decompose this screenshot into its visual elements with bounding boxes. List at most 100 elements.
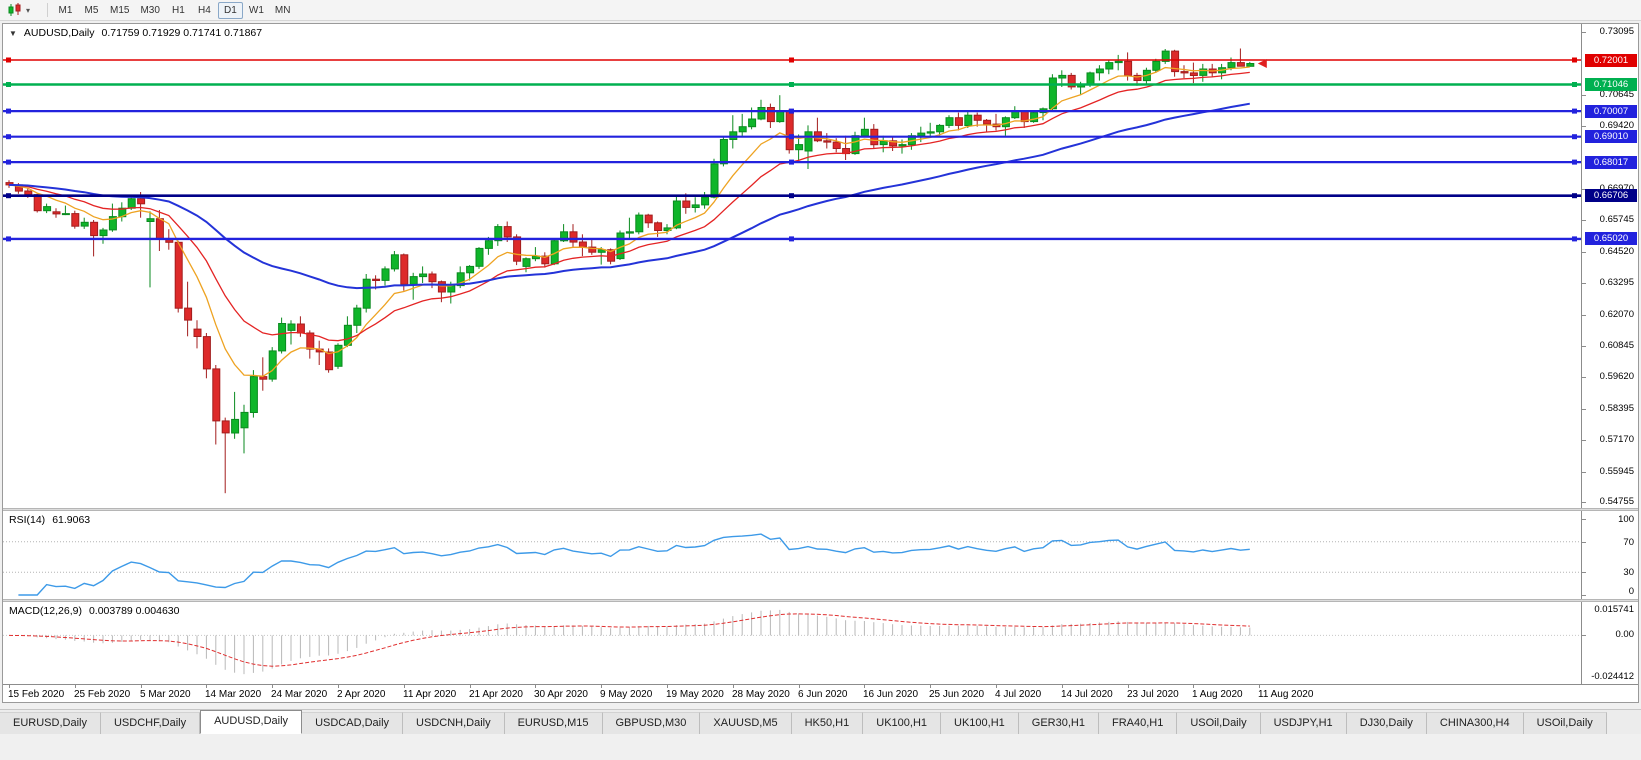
chart-tab-usoil-daily[interactable]: USOil,Daily: [1177, 712, 1261, 734]
line-handle[interactable]: [789, 159, 794, 165]
time-tick-label: 25 Jun 2020: [929, 689, 985, 700]
rsi-axis[interactable]: 100 70 30 0: [1581, 511, 1638, 599]
time-tick-mark: [667, 685, 668, 688]
price-level-badge-0.72001[interactable]: 0.72001: [1585, 54, 1637, 67]
rsi-tick-label: 100: [1618, 514, 1634, 525]
line-handle[interactable]: [6, 134, 11, 140]
chart-tab-usoil-daily[interactable]: USOil,Daily: [1523, 712, 1607, 734]
time-tick-label: 23 Jul 2020: [1127, 689, 1179, 700]
rsi-tick-label: 70: [1623, 537, 1634, 548]
chart-tab-uk100-h1[interactable]: UK100,H1: [863, 712, 942, 734]
time-tick-label: 11 Apr 2020: [403, 689, 457, 700]
line-handle[interactable]: [1572, 134, 1577, 140]
price-chart-pane[interactable]: ▼ AUDUSD,Daily 0.71759 0.71929 0.71741 0…: [3, 24, 1638, 508]
chart-tab-usdcad-daily[interactable]: USDCAD,Daily: [302, 712, 404, 734]
timeframe-button-m30[interactable]: M30: [140, 4, 160, 16]
macd-canvas[interactable]: [3, 602, 1581, 684]
time-tick-label: 15 Feb 2020: [8, 689, 65, 700]
line-handle[interactable]: [1572, 159, 1577, 165]
time-tick-mark: [75, 685, 76, 688]
time-tick-mark: [1062, 685, 1063, 688]
chart-tab-gbpusd-m30[interactable]: GBPUSD,M30: [602, 712, 701, 734]
line-handle[interactable]: [789, 108, 794, 114]
macd-indicator-pane[interactable]: MACD(12,26,9) 0.003789 0.004630 0.015741…: [3, 602, 1638, 684]
price-level-badge-0.70007[interactable]: 0.70007: [1585, 105, 1637, 118]
line-handle[interactable]: [1572, 108, 1577, 114]
timeframe-button-w1[interactable]: W1: [248, 4, 264, 16]
macd-tick-label: -0.024412: [1591, 671, 1634, 682]
price-chart-canvas[interactable]: [3, 24, 1581, 508]
timeframe-button-d1[interactable]: D1: [217, 1, 243, 19]
time-tick-label: 16 Jun 2020: [863, 689, 919, 700]
line-handle[interactable]: [1572, 82, 1577, 87]
line-handle[interactable]: [789, 57, 794, 63]
chart-tab-uk100-h1[interactable]: UK100,H1: [941, 712, 1019, 734]
chart-tab-eurusd-daily[interactable]: EURUSD,Daily: [0, 712, 101, 734]
chart-tab-dj30-daily[interactable]: DJ30,Daily: [1346, 712, 1427, 734]
time-tick-label: 24 Mar 2020: [271, 689, 328, 700]
macd-axis[interactable]: 0.015741 0.00 -0.024412: [1581, 602, 1638, 684]
timeframe-button-mn[interactable]: MN: [274, 4, 291, 16]
time-tick-mark: [272, 685, 273, 688]
timeframe-button-m15[interactable]: M15: [110, 4, 130, 16]
price-tick-mark: [1582, 32, 1586, 33]
macd-tick-label: 0.015741: [1594, 604, 1634, 615]
time-tick-mark: [733, 685, 734, 688]
chart-symbol-title: AUDUSD,Daily: [23, 27, 95, 39]
price-level-badge-0.65020[interactable]: 0.65020: [1585, 232, 1637, 245]
chart-tab-ger30-h1[interactable]: GER30,H1: [1018, 712, 1099, 734]
chart-tab-usdchf-daily[interactable]: USDCHF,Daily: [100, 712, 201, 734]
line-handle[interactable]: [6, 82, 11, 87]
chart-tab-usdcnh-daily[interactable]: USDCNH,Daily: [403, 712, 505, 734]
timeframe-button-group: M1 M5 M15 M30 H1 H4 D1 W1 MN: [53, 1, 295, 19]
timeframe-button-m1[interactable]: M1: [58, 4, 73, 16]
price-tick-label: 0.60845: [1599, 340, 1634, 351]
price-level-badge-0.69010[interactable]: 0.69010: [1585, 130, 1637, 143]
rsi-canvas[interactable]: [3, 511, 1581, 599]
chart-tab-eurusd-m15[interactable]: EURUSD,M15: [504, 712, 603, 734]
line-handle[interactable]: [6, 236, 11, 242]
chart-ohlc-header: ▼ AUDUSD,Daily 0.71759 0.71929 0.71741 0…: [9, 27, 262, 39]
line-handle[interactable]: [6, 193, 11, 199]
time-tick-mark: [338, 685, 339, 688]
pane-splitter-rsi[interactable]: [3, 508, 1638, 511]
chart-tab-audusd-daily[interactable]: AUDUSD,Daily: [200, 710, 303, 734]
price-axis[interactable]: 0.73095 0.70645 0.69420 0.66970 0.65745 0.645…: [1581, 24, 1638, 508]
price-tick-mark: [1582, 440, 1586, 441]
chart-type-icon[interactable]: [5, 2, 25, 19]
chart-tab-xauusd-m5[interactable]: XAUUSD,M5: [700, 712, 792, 734]
line-handle[interactable]: [6, 108, 11, 114]
timeframe-button-h4[interactable]: H4: [198, 4, 211, 16]
time-tick-mark: [1259, 685, 1260, 688]
line-handle[interactable]: [789, 193, 794, 199]
rsi-tick-label: 30: [1623, 567, 1634, 578]
line-handle[interactable]: [789, 134, 794, 140]
rsi-indicator-pane[interactable]: RSI(14) 61.9063 100 70 30 0: [3, 511, 1638, 599]
price-level-badge-0.66706[interactable]: 0.66706: [1585, 189, 1637, 202]
chart-tab-china300-h4[interactable]: CHINA300,H4: [1426, 712, 1524, 734]
chart-tab-fra40-h1[interactable]: FRA40,H1: [1098, 712, 1178, 734]
chart-tab-usdjpy-h1[interactable]: USDJPY,H1: [1260, 712, 1347, 734]
time-tick-label: 5 Mar 2020: [140, 689, 191, 700]
line-handle[interactable]: [1572, 236, 1577, 242]
time-tick-mark: [996, 685, 997, 688]
line-handle[interactable]: [1572, 193, 1577, 199]
top-toolbar: ▾ M1 M5 M15 M30 H1 H4 D1 W1 MN: [0, 0, 1641, 21]
price-level-badge-0.68017[interactable]: 0.68017: [1585, 156, 1637, 169]
one-click-trading-toggle-icon[interactable]: ▼: [9, 28, 17, 38]
line-handle[interactable]: [6, 159, 11, 165]
line-handle[interactable]: [789, 236, 794, 242]
pane-splitter-macd[interactable]: [3, 599, 1638, 602]
timeframe-button-m5[interactable]: M5: [84, 4, 99, 16]
chart-type-dropdown-icon[interactable]: ▾: [26, 5, 31, 15]
line-handle[interactable]: [6, 57, 11, 63]
rsi-header: RSI(14) 61.9063: [9, 514, 90, 526]
chart-tab-hk50-h1[interactable]: HK50,H1: [791, 712, 864, 734]
candlestick-chart-icon: [8, 3, 20, 16]
price-level-badge-0.71046[interactable]: 0.71046: [1585, 78, 1637, 91]
timeframe-button-h1[interactable]: H1: [172, 4, 185, 16]
line-handle[interactable]: [789, 82, 794, 87]
line-handle[interactable]: [1572, 57, 1577, 63]
time-axis[interactable]: 15 Feb 2020 25 Feb 2020 5 Mar 2020 14 Mar 2…: [3, 684, 1638, 702]
